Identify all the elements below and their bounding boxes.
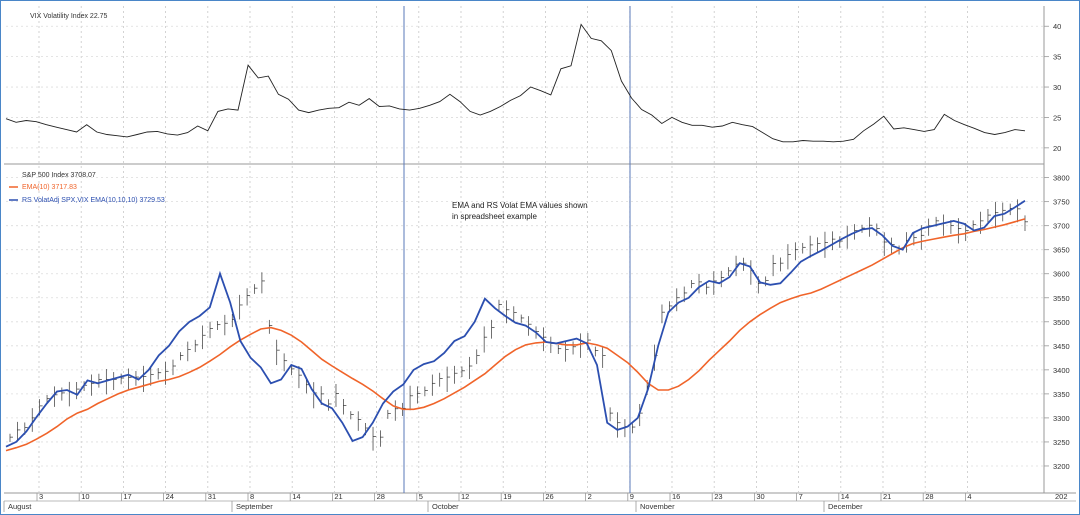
spx-panel	[5, 199, 1028, 452]
spx-y-tick-label: 3350	[1053, 390, 1070, 399]
x-tick-label: 23	[714, 492, 722, 501]
axis-labels: 3 10 17 24 31 8 14 21 28 5 12 19 26 2 9 16 23 30 7 14 21 28 4 A…	[3, 22, 1070, 512]
month-label: September	[236, 502, 273, 511]
spx-y-tick-label: 3500	[1053, 318, 1070, 327]
x-tick-label: 26	[545, 492, 553, 501]
month-label: November	[640, 502, 675, 511]
x-tick-label: 28	[377, 492, 385, 501]
gridlines	[6, 6, 1044, 493]
x-tick-label: 17	[123, 492, 131, 501]
spx-y-tick-label: 3700	[1053, 222, 1070, 231]
x-tick-label: 19	[503, 492, 511, 501]
x-tick-label: 21	[334, 492, 342, 501]
vix-y-tick-label: 20	[1053, 144, 1061, 153]
spx-y-tick-label: 3800	[1053, 174, 1070, 183]
rs-legend: RS VolatAdj SPX,VIX EMA(10,10,10) 3729.5…	[22, 197, 165, 204]
ema-legend: EMA(10) 3717.83	[22, 184, 77, 191]
x-tick-label: 28	[925, 492, 933, 501]
vix-line	[5, 23, 1026, 143]
x-tick-label: 12	[461, 492, 469, 501]
month-label: August	[8, 502, 32, 511]
x-tick-label: 16	[672, 492, 680, 501]
x-tick-label: 9	[630, 492, 634, 501]
x-tick-label: 3	[39, 492, 43, 501]
x-tick-label: 5	[419, 492, 423, 501]
vix-y-tick-label: 30	[1053, 83, 1061, 92]
spx-y-tick-label: 3200	[1053, 462, 1070, 471]
spx-y-tick-label: 3600	[1053, 270, 1070, 279]
x-tick-label: 14	[292, 492, 300, 501]
spx-y-tick-label: 3250	[1053, 438, 1070, 447]
vix-y-tick-label: 35	[1053, 53, 1061, 62]
spx-y-tick-label: 3650	[1053, 246, 1070, 255]
spx-y-tick-label: 3450	[1053, 342, 1070, 351]
x-tick-label: 2	[588, 492, 592, 501]
x-tick-label: 7	[799, 492, 803, 501]
x-tick-label: 4	[967, 492, 971, 501]
spx-y-tick-label: 3750	[1053, 198, 1070, 207]
vix-y-tick-label: 25	[1053, 113, 1061, 122]
x-tick-label: 24	[166, 492, 174, 501]
annotation-line-1: EMA and RS Volat EMA values shown	[452, 201, 588, 210]
ema-line	[5, 218, 1026, 452]
rs-volat-ema-line	[5, 199, 1026, 448]
x-tick-label: 30	[756, 492, 764, 501]
x-tick-label: 8	[250, 492, 254, 501]
vix-legend: VIX Volatility Index 22.75	[30, 13, 108, 20]
annotation-line-2: in spreadsheet example	[452, 212, 537, 221]
month-label: December	[828, 502, 863, 511]
x-axis-right-label: 202	[1055, 492, 1068, 501]
vix-panel	[5, 23, 1026, 143]
x-tick-label: 21	[883, 492, 891, 501]
spx-y-tick-label: 3300	[1053, 414, 1070, 423]
spx-y-tick-label: 3400	[1053, 366, 1070, 375]
x-tick-label: 31	[208, 492, 216, 501]
vix-y-tick-label: 40	[1053, 22, 1061, 31]
x-tick-label: 14	[841, 492, 849, 501]
spx-y-tick-label: 3550	[1053, 294, 1070, 303]
month-label: October	[432, 502, 459, 511]
spx-legend: S&P 500 Index 3708.07	[22, 172, 96, 179]
x-tick-label: 10	[81, 492, 89, 501]
